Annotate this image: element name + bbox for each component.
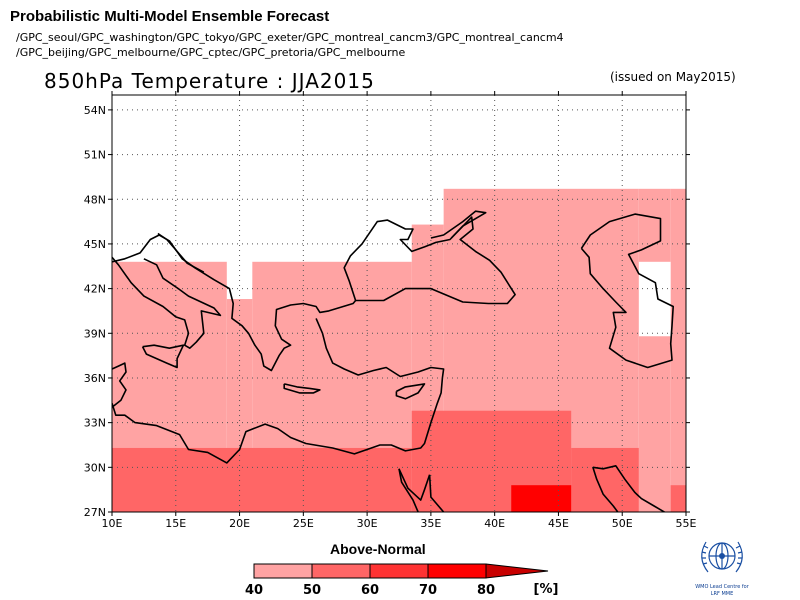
legend-swatch-70-80 [427,563,487,579]
azov-sea [430,210,487,239]
lat-lon-grid [112,95,686,512]
crete [283,383,321,394]
legend-label: 80 [477,583,495,598]
red-sea-west-coast [398,468,419,512]
wmo-emblem-icon [701,541,743,573]
legend-title: Above-Normal [330,541,426,557]
sinai-gulf-coast [398,468,431,501]
cyprus [395,383,426,400]
region-70-80-12 [511,485,572,512]
legend-unit: [%] [534,582,559,597]
legend-swatch-50-60 [311,563,371,579]
region-40-50-7 [670,188,686,512]
black-sea [343,216,516,305]
header-title: Probabilistic Multi-Model Ensemble Forec… [10,8,330,25]
red-sea-east-coast [428,474,445,512]
x-tick-label: 35E [420,517,441,530]
models-line-2: /GPC_beijing/GPC_melbourne/GPC_cptec/GPC… [16,46,406,59]
models-line-1: /GPC_seoul/GPC_washington/GPC_tokyo/GPC_… [16,31,564,44]
wmo-logo: WMO Lead Centre for LRF MME [682,530,762,600]
adriatic-east-coast [157,232,205,273]
y-tick-label: 36N [84,372,106,385]
y-tick-label: 33N [84,417,106,430]
coastlines [112,210,674,512]
legend-arrow-above-80 [485,563,549,579]
x-tick-label: 40E [484,517,505,530]
map-frame [111,94,687,513]
persian-gulf-coast [592,465,666,512]
y-tick-label: 30N [84,461,106,474]
legend-label: 50 [303,583,321,598]
x-tick-label: 15E [165,517,186,530]
legend-label: 60 [361,583,379,598]
x-tick-label: 10E [102,517,123,530]
logo-text-line-2: LRF MME [710,591,734,597]
y-tick-label: 51N [84,149,106,162]
y-tick-label: 39N [84,327,106,340]
turkey-levant-egypt-coast [112,318,445,464]
y-tick-label: 48N [84,193,106,206]
y-tick-label: 45N [84,238,106,251]
arabian-gulf-west-coast [592,467,619,512]
map-title: 850hPa Temperature : JJA2015 [44,69,375,93]
region-50-60-10 [571,447,639,512]
legend-label: 40 [245,583,263,598]
legend-swatch-40-50 [253,563,313,579]
sicily [141,344,185,369]
legend-swatch-60-70 [369,563,429,579]
y-tick-label: 27N [84,506,106,519]
x-tick-label: 45E [548,517,569,530]
legend-label: 70 [419,583,437,598]
y-tick-label: 54N [84,104,106,117]
x-tick-label: 20E [229,517,250,530]
region-40-50-6 [638,188,671,262]
x-tick-label: 55E [676,517,697,530]
x-tick-label: 30E [357,517,378,530]
region-50-60-11 [670,485,686,512]
x-tick-label: 50E [612,517,633,530]
europe-north-mediterranean-coast [112,234,357,372]
probability-regions [112,188,686,512]
legend-colorbar: 40 50 60 70 80 [%] [245,563,559,598]
issued-date: (issued on May2015) [610,70,736,84]
axis-ticks: 10E 15E 20E 25E 30E 35E 40E 45E 50E 55E 27N 30N 33N 3… [84,91,697,530]
region-50-60-8 [112,447,412,512]
tunisia-coast [112,362,127,407]
y-tick-label: 42N [84,283,106,296]
logo-text-line-1: WMO Lead Centre for [695,584,749,590]
x-tick-label: 25E [293,517,314,530]
caspian-sea [580,213,674,369]
italy-west-coast [112,256,222,349]
